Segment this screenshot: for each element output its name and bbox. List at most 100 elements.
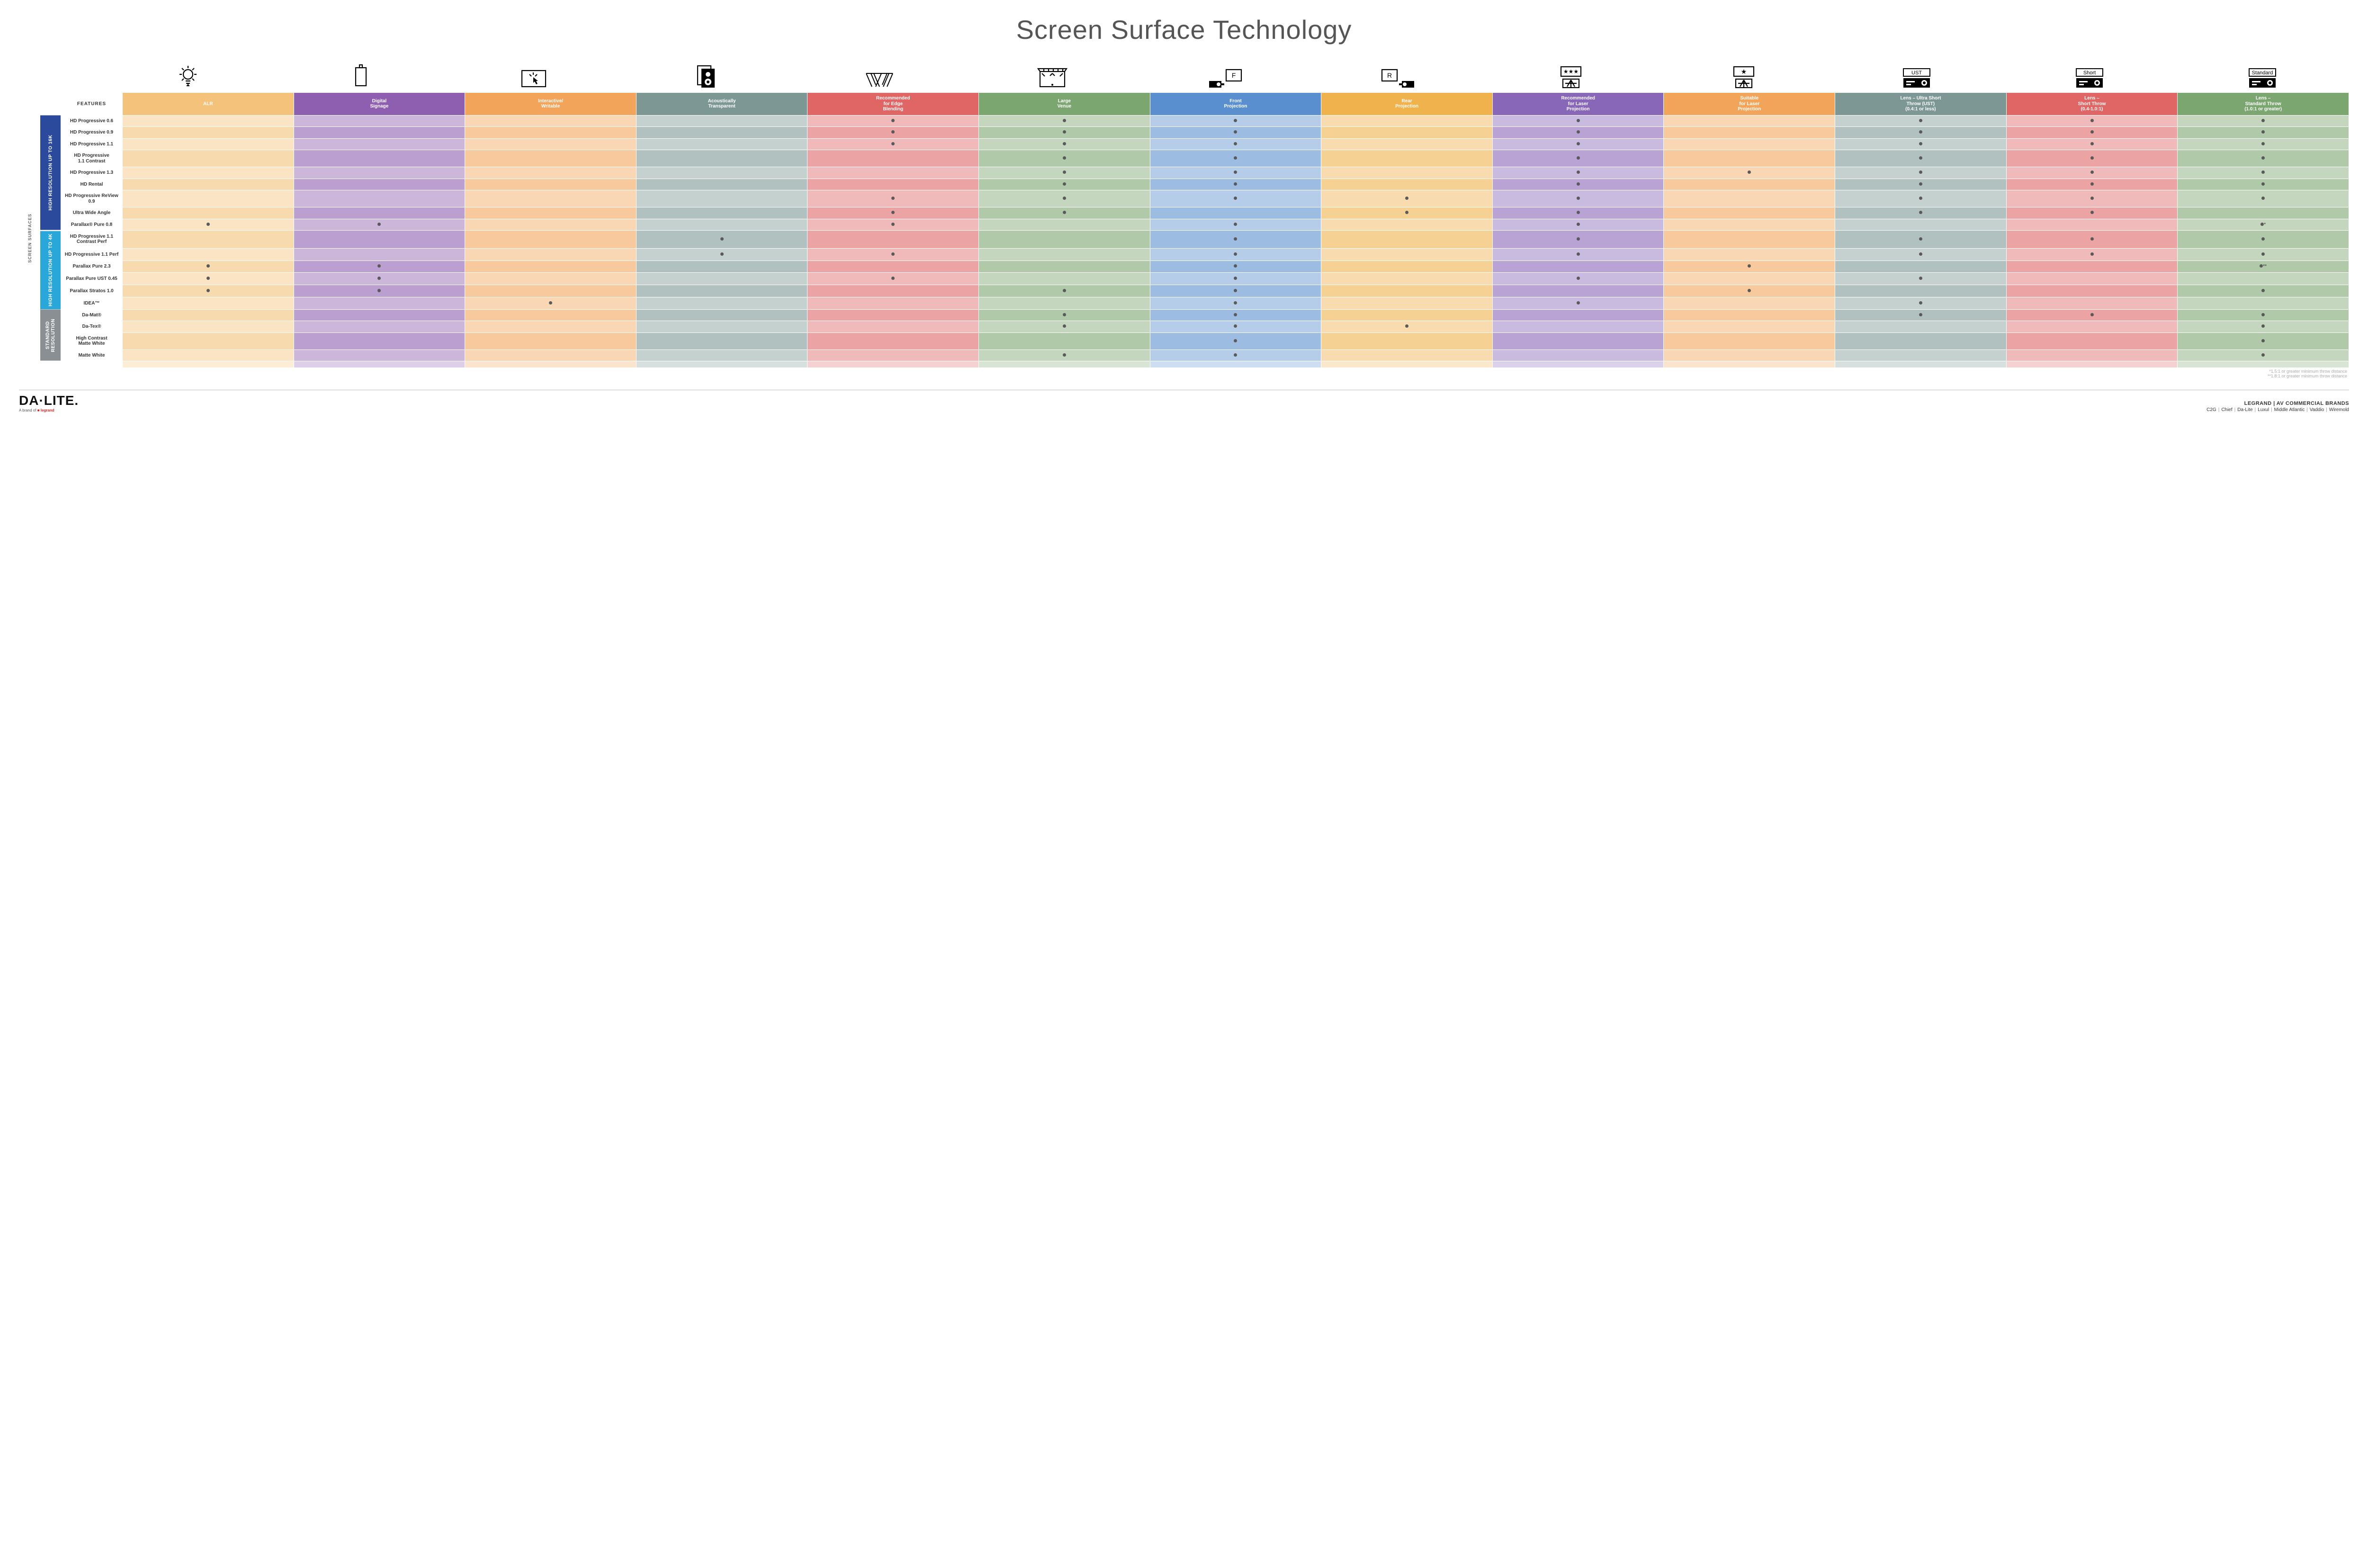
cell-suit_laser (1664, 309, 1835, 321)
row-label: Ultra Wide Angle (61, 207, 123, 219)
cell-alr (123, 115, 294, 127)
cell-edge (807, 273, 979, 285)
cell-rec_laser (1492, 321, 1664, 333)
cell-ust (1835, 190, 2007, 207)
cell-signage (294, 207, 465, 219)
cell-short (2006, 138, 2178, 150)
cell-edge (807, 150, 979, 167)
cell-alr (123, 349, 294, 361)
cell-rear (1321, 179, 1493, 190)
cell-std (2178, 115, 2349, 127)
cell-signage (294, 231, 465, 249)
cell-acoustic (636, 219, 807, 231)
cell-ust (1835, 219, 2007, 231)
cell-signage (294, 349, 465, 361)
cell-acoustic (636, 231, 807, 249)
cell-signage (294, 332, 465, 349)
brand-subline: A brand of ■ legrand (19, 408, 79, 412)
cell-std (2178, 297, 2349, 310)
cell-short (2006, 285, 2178, 297)
cell-rec_laser (1492, 127, 1664, 139)
cell-ust (1835, 167, 2007, 179)
column-header-short: Lens –Short Throw(0.4-1.0:1) (2006, 93, 2178, 116)
cell-acoustic (636, 321, 807, 333)
cell-edge (807, 219, 979, 231)
svg-text:★: ★ (1741, 68, 1747, 75)
cell-ust (1835, 321, 2007, 333)
cell-short (2006, 248, 2178, 260)
brand-item: Luxul (2258, 407, 2269, 412)
cell-rec_laser (1492, 231, 1664, 249)
cell-interactive (465, 115, 637, 127)
cell-short (2006, 167, 2178, 179)
column-icon-signage (274, 59, 447, 90)
cell-alr (123, 138, 294, 150)
cell-acoustic (636, 332, 807, 349)
cell-short (2006, 273, 2178, 285)
cell-short (2006, 179, 2178, 190)
cell-short (2006, 190, 2178, 207)
column-icon-rear: R (1312, 59, 1485, 90)
cell-suit_laser (1664, 321, 1835, 333)
cell-std (2178, 138, 2349, 150)
column-header-large: LargeVenue (979, 93, 1150, 116)
cell-alr (123, 127, 294, 139)
cell-edge (807, 309, 979, 321)
cell-alr (123, 309, 294, 321)
cell-rec_laser (1492, 115, 1664, 127)
cell-short (2006, 150, 2178, 167)
cell-suit_laser (1664, 285, 1835, 297)
cell-rec_laser (1492, 260, 1664, 273)
cell-ust (1835, 138, 2007, 150)
brand-wordmark: DA·LITE. (19, 393, 79, 408)
brand-item: Wiremold (2329, 407, 2349, 412)
cell-front (1150, 127, 1321, 139)
footnotes: *1.5:1 or greater minimum throw distance… (19, 369, 2349, 378)
cell-edge (807, 127, 979, 139)
cell-interactive (465, 231, 637, 249)
brand-item: Da-Lite (2237, 407, 2252, 412)
cell-short (2006, 231, 2178, 249)
cell-acoustic (636, 248, 807, 260)
cell-ust (1835, 273, 2007, 285)
cell-alr (123, 167, 294, 179)
cell-front (1150, 297, 1321, 310)
cell-interactive (465, 179, 637, 190)
cell-large (979, 349, 1150, 361)
svg-text:R: R (1387, 72, 1392, 79)
cell-suit_laser (1664, 260, 1835, 273)
cell-std (2178, 167, 2349, 179)
column-icon-edge (793, 59, 966, 90)
cell-rear (1321, 190, 1493, 207)
cell-rec_laser (1492, 248, 1664, 260)
feature-table: FEATURESALRDigitalSignageInteractive/Wri… (19, 92, 2349, 368)
cell-suit_laser (1664, 207, 1835, 219)
cell-large (979, 219, 1150, 231)
cell-rec_laser (1492, 207, 1664, 219)
brands-list: C2G|Chief|Da-Lite|Luxul|Middle Atlantic|… (2207, 407, 2349, 412)
cell-rec_laser (1492, 285, 1664, 297)
cell-rear (1321, 297, 1493, 310)
cell-rec_laser (1492, 190, 1664, 207)
cell-alr (123, 219, 294, 231)
cell-std (2178, 190, 2349, 207)
cell-acoustic (636, 297, 807, 310)
cell-front (1150, 167, 1321, 179)
cell-rear (1321, 127, 1493, 139)
cell-edge (807, 115, 979, 127)
cell-acoustic (636, 207, 807, 219)
cell-large (979, 332, 1150, 349)
cell-ust (1835, 297, 2007, 310)
cell-rear (1321, 349, 1493, 361)
cell-rec_laser (1492, 219, 1664, 231)
cell-suit_laser (1664, 115, 1835, 127)
cell-rec_laser (1492, 167, 1664, 179)
cell-std (2178, 248, 2349, 260)
cell-acoustic (636, 150, 807, 167)
column-icon-front: F (1139, 59, 1311, 90)
row-label: Matte White (61, 349, 123, 361)
brands-block: LEGRAND | AV COMMERCIAL BRANDS C2G|Chief… (2207, 401, 2349, 412)
cell-rec_laser (1492, 273, 1664, 285)
cell-ust (1835, 207, 2007, 219)
cell-signage (294, 219, 465, 231)
